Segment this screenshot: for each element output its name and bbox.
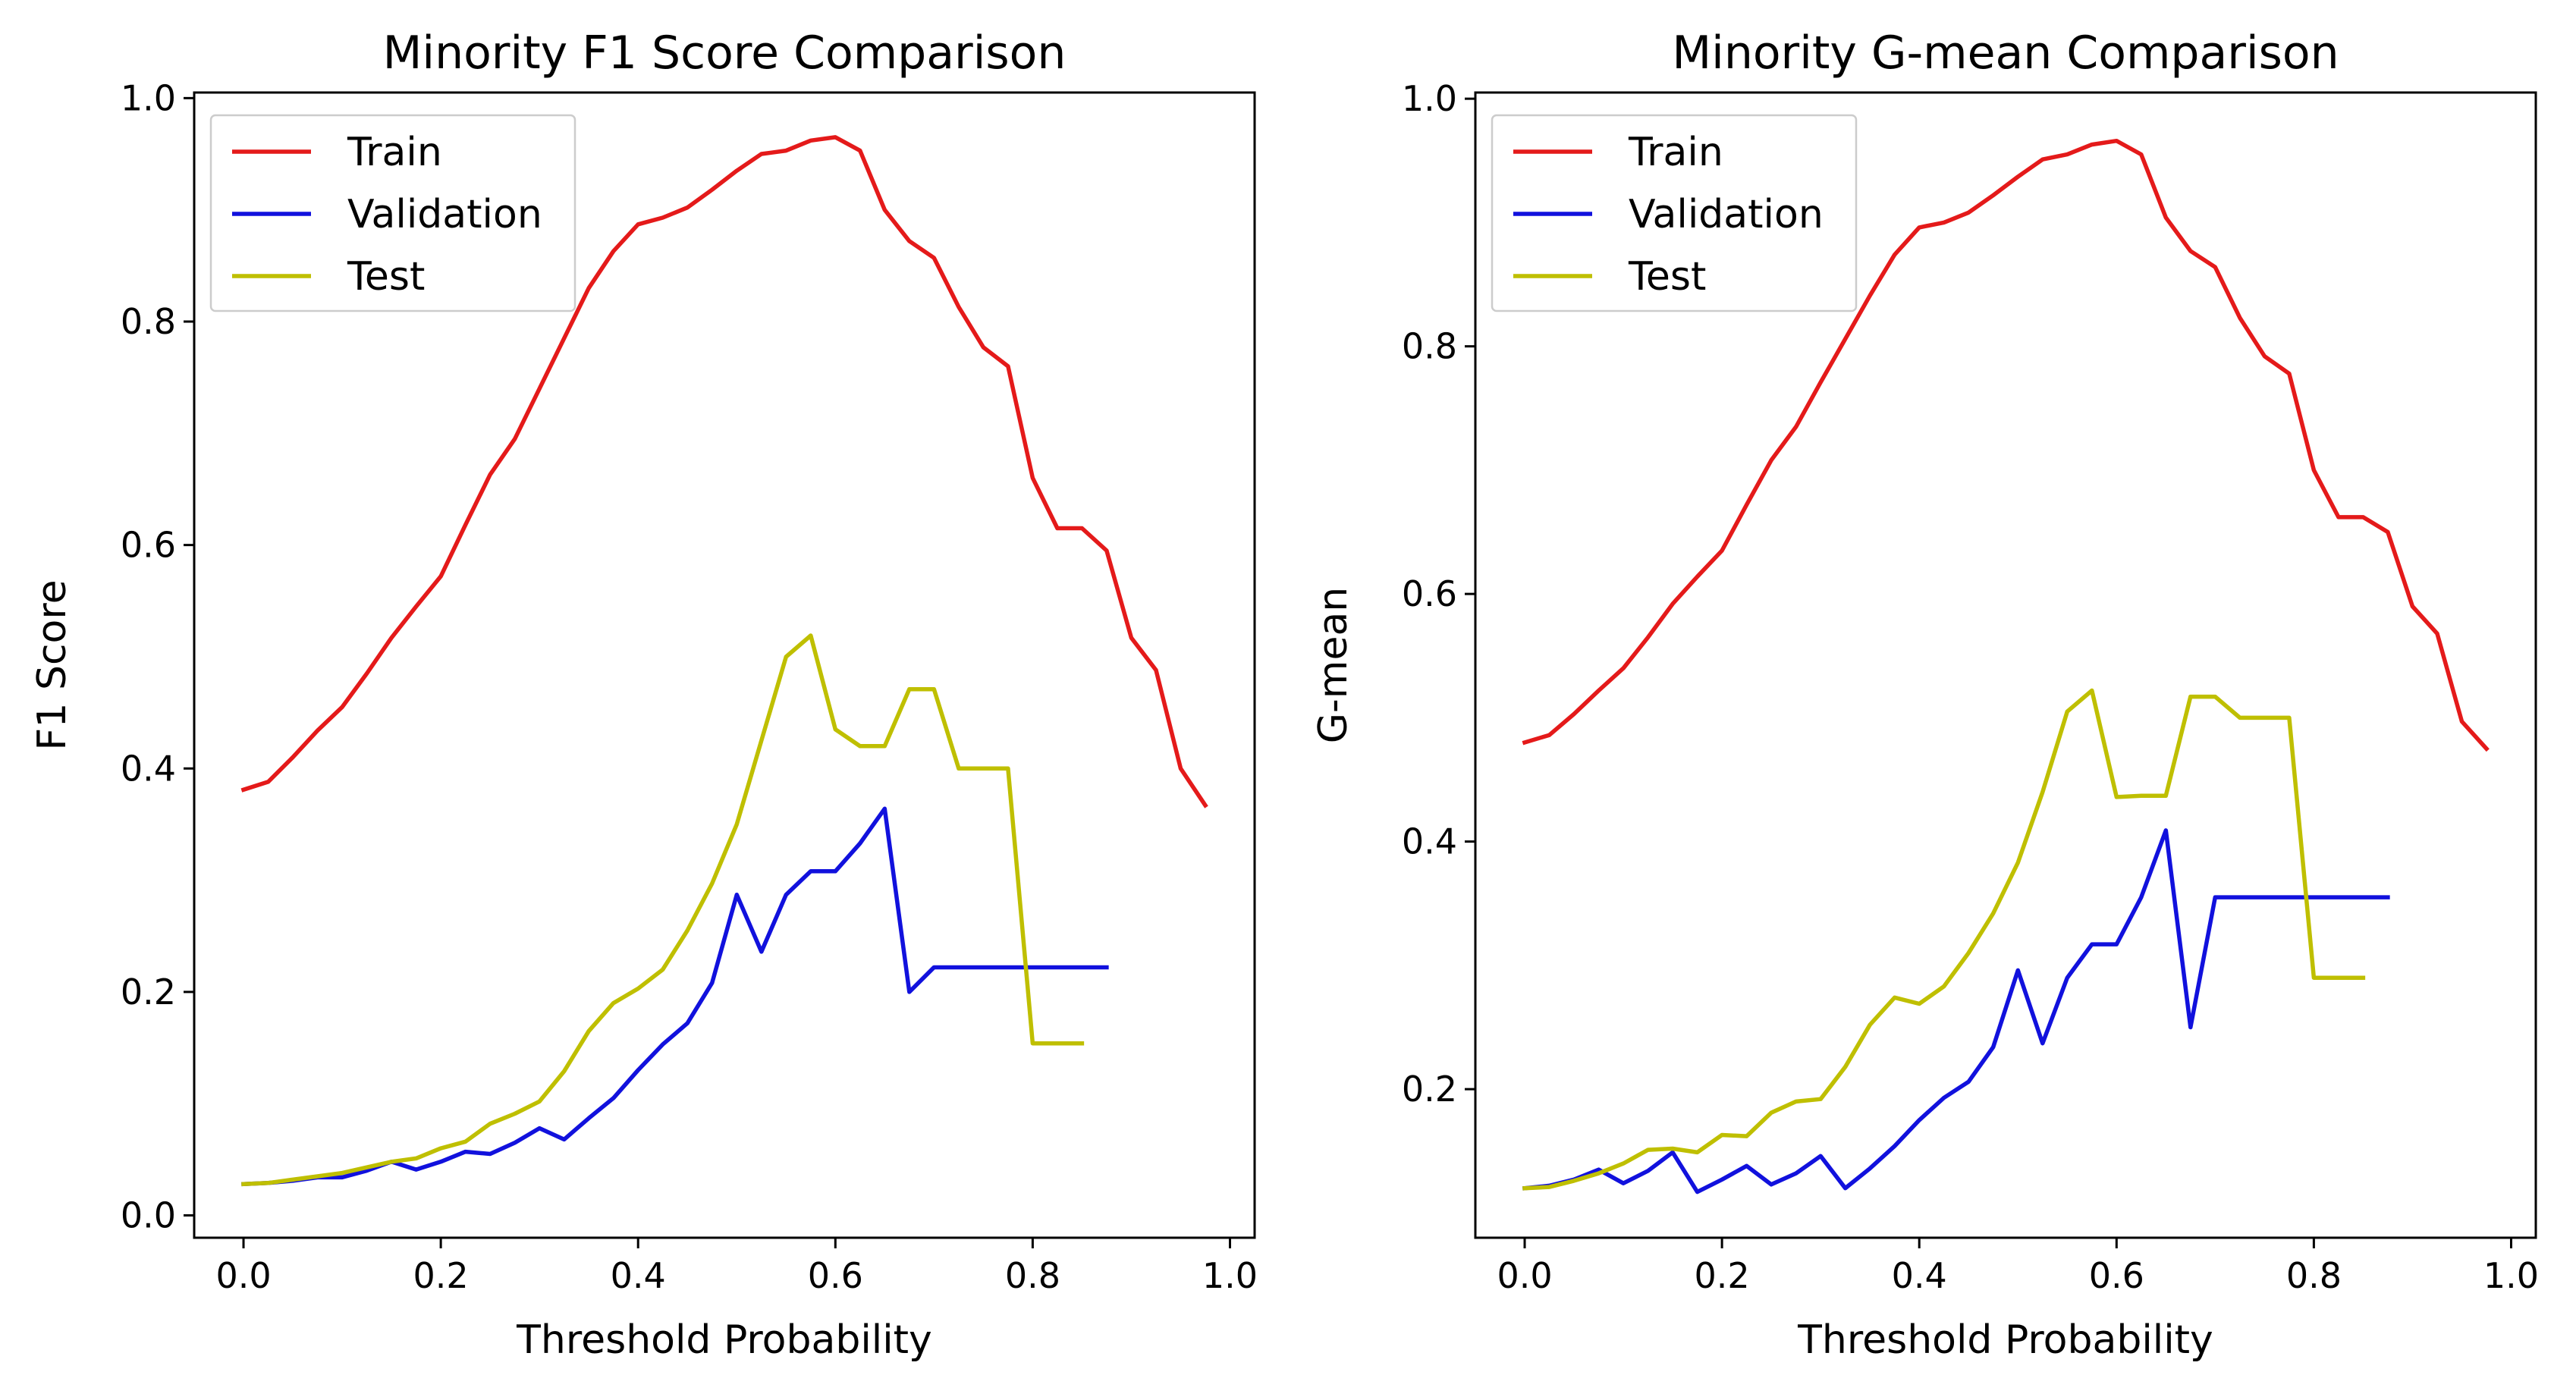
y-tick-label: 0.2 <box>121 972 176 1012</box>
legend-box <box>1491 114 1858 312</box>
legend-label: Train <box>347 130 442 175</box>
x-tick-label: 0.2 <box>1695 1255 1750 1296</box>
x-tick-label: 0.8 <box>2286 1255 2342 1296</box>
legend-label: Test <box>347 254 425 300</box>
f1-score-panel: 0.0 0.2 0.4 0.6 0.8 1.0 0.0 0.2 0.4 0.6 0.8 1.0 Mino… <box>30 27 1258 1363</box>
y-tick-label: 1.0 <box>1402 78 1457 119</box>
y-tick-label: 0.0 <box>121 1195 176 1236</box>
legend-label: Test <box>1628 254 1706 300</box>
legend-label: Validation <box>347 192 542 237</box>
series-line-validation <box>241 806 1109 1187</box>
x-tick-label: 0.0 <box>215 1255 271 1296</box>
chart-title: Minority G-mean Comparison <box>1672 27 2339 80</box>
series-line-train <box>1522 138 2490 752</box>
legend-label: Validation <box>1629 192 1824 237</box>
g-mean-panel: 0.0 0.2 0.4 0.6 0.8 1.0 0.2 0.4 0.6 0.8 1.0 Minorit… <box>1311 27 2539 1363</box>
x-tick-label: 0.4 <box>1892 1255 1947 1296</box>
y-tick-label: 0.8 <box>1402 326 1457 367</box>
x-tick-label: 0.2 <box>413 1255 469 1296</box>
x-tick-label: 1.0 <box>1202 1255 1258 1296</box>
x-tick-label: 0.6 <box>808 1255 863 1296</box>
series-line-validation <box>1522 828 2390 1195</box>
plot-frame <box>193 91 1256 1239</box>
y-tick-label: 0.6 <box>1402 573 1457 614</box>
series-line-train <box>240 135 1208 808</box>
x-axis-label: Threshold Probability <box>1797 1317 2213 1363</box>
legend-box <box>209 114 576 312</box>
x-tick-label: 0.4 <box>611 1255 666 1296</box>
y-axis-label: F1 Score <box>30 579 75 750</box>
legend-label: Train <box>1628 130 1723 175</box>
series-line-test <box>1522 688 2366 1191</box>
y-tick-label: 0.8 <box>121 301 176 342</box>
x-tick-label: 1.0 <box>2483 1255 2539 1296</box>
chart-title: Minority F1 Score Comparison <box>383 27 1067 80</box>
y-tick-label: 0.2 <box>1402 1069 1457 1110</box>
y-tick-label: 0.4 <box>121 748 176 789</box>
y-tick-label: 0.6 <box>121 525 176 566</box>
y-axis-label: G-mean <box>1311 587 1356 744</box>
x-tick-label: 0.6 <box>2089 1255 2144 1296</box>
y-tick-label: 1.0 <box>121 77 176 118</box>
x-axis-label: Threshold Probability <box>516 1317 932 1363</box>
x-tick-label: 0.8 <box>1005 1255 1060 1296</box>
plot-frame <box>1474 91 2537 1239</box>
x-tick-label: 0.0 <box>1497 1255 1552 1296</box>
series-line-test <box>241 633 1085 1187</box>
y-tick-label: 0.4 <box>1402 821 1457 862</box>
